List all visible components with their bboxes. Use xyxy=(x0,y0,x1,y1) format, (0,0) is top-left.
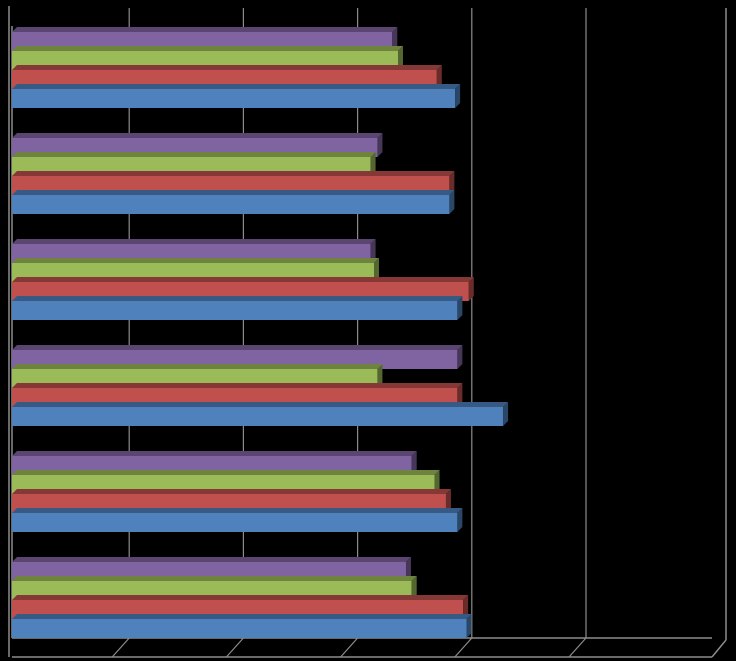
bar-top-face xyxy=(12,296,463,301)
gridline-floor xyxy=(111,637,130,658)
bar-top-face xyxy=(12,65,442,70)
bar-end-face xyxy=(405,557,411,581)
bar-top-face xyxy=(12,451,417,456)
bar-end-face xyxy=(392,27,398,51)
bar-end-face xyxy=(397,46,403,70)
bar-end-face xyxy=(455,84,461,108)
bar-end-face xyxy=(434,470,440,494)
bar-end-face xyxy=(436,65,442,89)
bar-top-face xyxy=(12,595,469,600)
bar-end-face xyxy=(457,296,463,320)
bar-end-face xyxy=(370,239,376,263)
bar-end-face xyxy=(377,133,383,157)
floor-right-edge xyxy=(711,639,727,658)
bar xyxy=(12,407,504,426)
bar-end-face xyxy=(445,489,451,513)
bar-end-face xyxy=(377,364,383,388)
gridline-floor xyxy=(454,637,473,658)
bar-top-face xyxy=(12,46,403,51)
bar-top-face xyxy=(12,576,417,581)
gridlines xyxy=(111,8,587,658)
bar-top-face xyxy=(12,190,455,195)
bar xyxy=(12,89,456,108)
gridline-floor xyxy=(340,637,359,658)
bar-top-face xyxy=(12,489,451,494)
gridline-floor xyxy=(225,637,244,658)
bar-top-face xyxy=(12,239,376,244)
bar-top-face xyxy=(12,508,463,513)
bar-top-face xyxy=(12,345,463,350)
bar xyxy=(12,619,467,638)
bar-end-face xyxy=(411,451,417,475)
bar-top-face xyxy=(12,557,411,562)
bar-end-face xyxy=(411,576,417,600)
bar-end-face xyxy=(374,258,380,282)
bar-end-face xyxy=(468,277,474,301)
bar-top-face xyxy=(12,614,472,619)
bar-end-face xyxy=(457,508,463,532)
bar-top-face xyxy=(12,258,380,263)
bar-top-face xyxy=(12,27,398,32)
bar-top-face xyxy=(12,171,455,176)
bar-top-face xyxy=(12,84,461,89)
bar-end-face xyxy=(463,595,469,619)
gridline-floor xyxy=(568,637,587,658)
bar-end-face xyxy=(457,383,463,407)
bar-top-face xyxy=(12,383,463,388)
bar-top-face xyxy=(12,402,509,407)
bars xyxy=(12,27,509,638)
bar-top-face xyxy=(12,152,376,157)
bar-top-face xyxy=(12,277,474,282)
bar-end-face xyxy=(466,614,472,638)
bar-end-face xyxy=(503,402,509,426)
bar-top-face xyxy=(12,133,383,138)
bar xyxy=(12,195,450,214)
bar xyxy=(12,513,458,532)
bar-top-face xyxy=(12,364,383,369)
bar-end-face xyxy=(449,171,455,195)
bar-end-face xyxy=(449,190,455,214)
bar-end-face xyxy=(370,152,376,176)
bar-top-face xyxy=(12,470,440,475)
bar xyxy=(12,301,458,320)
bar-end-face xyxy=(457,345,463,369)
